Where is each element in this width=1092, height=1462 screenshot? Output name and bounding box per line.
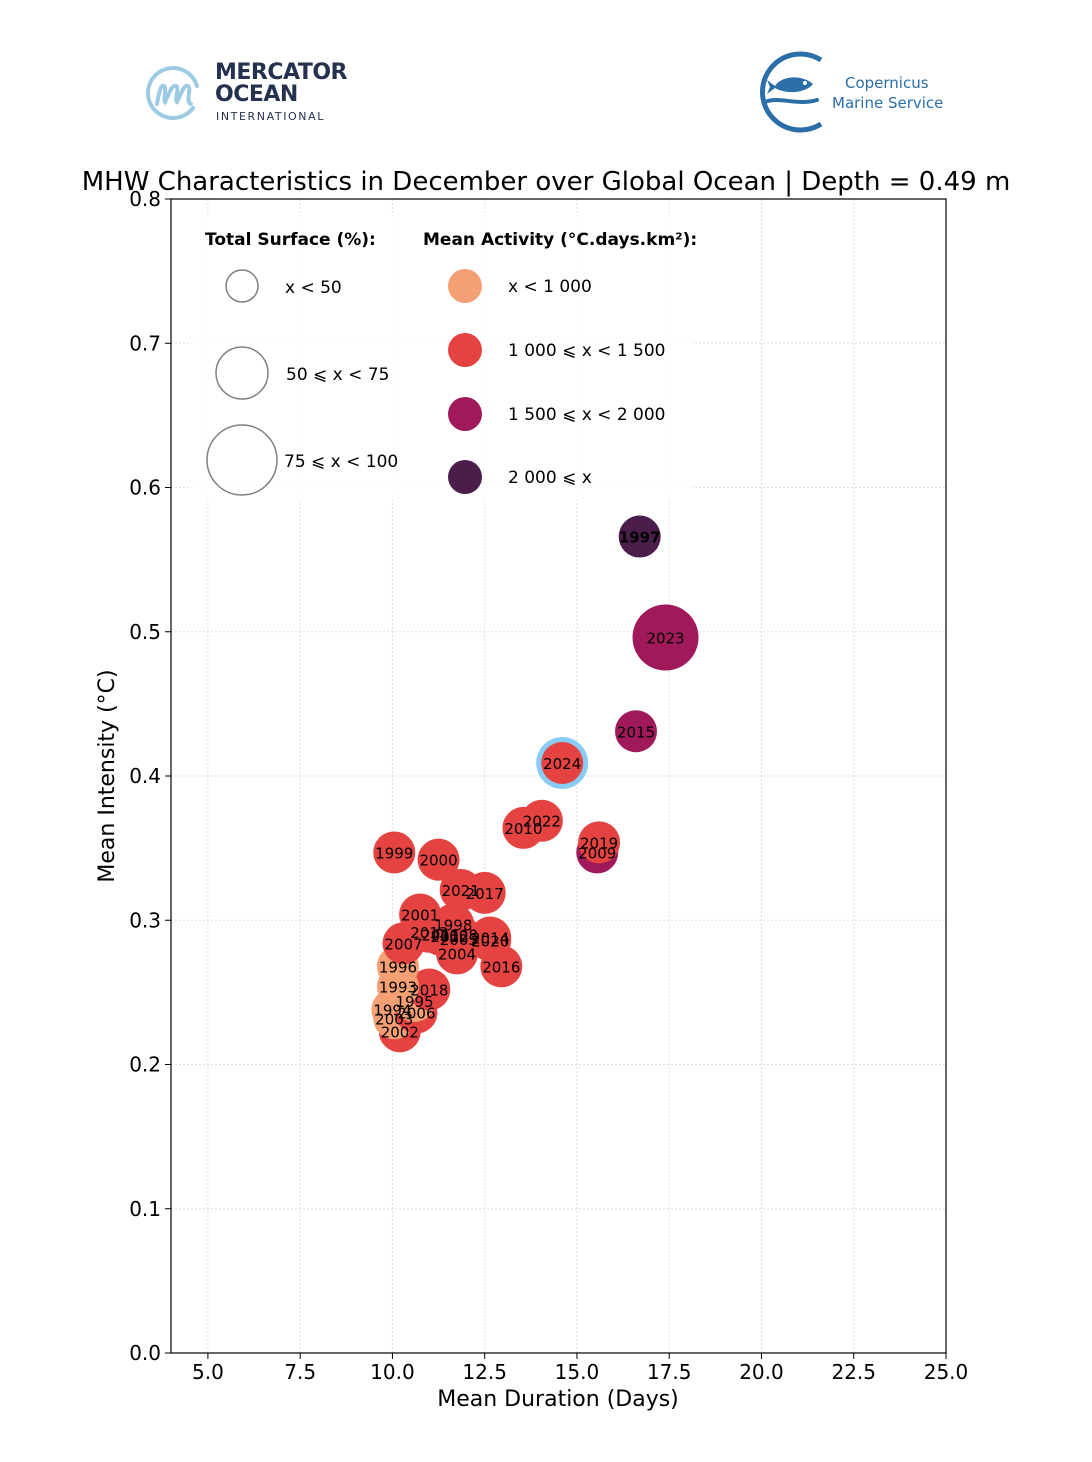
bubble-label-2018: 2018 [410,981,448,999]
bubble-2001 [399,893,442,936]
bubble-2000 [417,838,460,881]
y-axis-label: Mean Intensity (°C) [95,669,120,882]
y-tick-label: 0.6 [129,476,161,500]
legend-color-marker [448,460,482,494]
y-tick-label: 0.7 [129,331,161,355]
y-tick-label: 0.5 [129,620,161,644]
x-tick-label: 12.5 [462,1360,507,1384]
copernicus-line2: Marine Service [832,94,944,112]
legend-color-title: Mean Activity (°C.days.km²): [423,230,697,250]
legend-size-title: Total Surface (%): [205,230,376,250]
legend-size-marker [206,424,278,496]
copernicus-text: Copernicus Marine Service [832,73,943,113]
bubble-1998 [432,903,475,946]
y-tick-label: 0.2 [129,1053,161,1077]
bubble-label-2019: 2019 [580,834,618,852]
legend-color-marker [448,397,482,431]
bubble-label-2004: 2004 [438,945,476,963]
bubble-1999 [373,831,416,874]
bubble-label-2014: 2014 [471,930,509,948]
bubble-label-2020: 2020 [471,932,509,950]
bubble-label-1998: 1998 [434,917,472,935]
copernicus-marine-logo: Copernicus Marine Service [745,50,955,134]
bubble-2021 [439,868,482,911]
y-tick-label: 0.1 [129,1197,161,1221]
bubble-2022 [520,799,563,842]
x-tick-label: 5.0 [192,1360,224,1384]
bubble-label-2005: 2005 [440,931,478,949]
bubble-label-2000: 2000 [419,852,457,870]
bubble-label-2015: 2015 [617,723,655,741]
legend-color-marker [448,333,482,367]
bubble-2018 [408,968,451,1011]
mercator-name-line1: MERCATOR [215,60,347,85]
bubble-label-2017: 2017 [466,885,504,903]
bubble-label-2001: 2001 [401,906,439,924]
bubble-label-2023: 2023 [646,630,684,648]
bubble-2015 [615,710,657,753]
legend-color-marker [448,269,482,303]
mercator-ocean-logo: MERCATOR OCEAN INTERNATIONAL [145,60,355,126]
bubble-label-1994: 1994 [373,1002,411,1020]
y-tick-label: 0.4 [129,764,161,788]
x-tick-label: 25.0 [924,1360,969,1384]
bubble-label-1995: 1995 [395,993,433,1011]
bubble-label-2024: 2024 [543,755,581,773]
copernicus-line1: Copernicus [845,74,929,92]
legend-color-label: 2 000 ⩽ x [508,468,592,488]
x-tick-label: 20.0 [739,1360,784,1384]
legend-size-label: 50 ⩽ x < 75 [286,365,389,385]
mercator-name-line2: OCEAN [215,82,298,107]
bubble-label-2021: 2021 [442,882,480,900]
bubble-1997 [618,515,661,558]
bubble-label-1997: 1997 [619,529,661,547]
fish-wave-icon [760,51,823,133]
bubble-2023 [632,604,699,671]
legend-color-label: 1 500 ⩽ x < 2 000 [508,405,666,425]
bubble-label-2007: 2007 [384,935,422,953]
legend-color-label: x < 1 000 [508,277,592,297]
x-tick-label: 15.0 [555,1360,600,1384]
bubble-label-2010: 2010 [504,820,542,838]
bubble-label-2008: 2008 [440,927,478,945]
y-tick-label: 0.3 [129,908,161,932]
legend-size-label: 75 ⩽ x < 100 [284,452,398,472]
y-tick-label: 0.8 [129,187,161,211]
bubble-label-2013: 2013 [410,924,448,942]
bubble-label-1999: 1999 [375,844,413,862]
legend-color-label: 1 000 ⩽ x < 1 500 [508,341,666,361]
legend-size-label: x < 50 [285,278,342,298]
bubble-label-2003: 2003 [375,1010,413,1028]
chart-title: MHW Characteristics in December over Glo… [82,167,1011,197]
bubble-label-2012: 2012 [431,928,469,946]
x-axis-label: Mean Duration (Days) [437,1387,679,1412]
bubble-label-2016: 2016 [482,958,520,976]
legend-size-marker [215,346,269,400]
bubble-2014 [469,916,512,959]
x-tick-label: 17.5 [647,1360,692,1384]
bubble-label-2002: 2002 [381,1023,419,1041]
bubble-2024 [541,742,584,785]
mercator-name: MERCATOR OCEAN [215,62,347,106]
x-tick-label: 10.0 [370,1360,415,1384]
x-tick-label: 22.5 [831,1360,876,1384]
axis-ticks: 5.0 7.5 10.0 12.5 15.0 17.5 20.0 22.5 25.0 0.0 0.1… [129,187,968,1384]
mercator-m-circle-icon [146,66,199,120]
bubble-label-1993: 1993 [379,979,417,997]
legend-size-marker [225,269,259,303]
bubble-2019 [578,821,621,864]
bubble-label-2022: 2022 [523,813,561,831]
bubble-label-2009: 2009 [578,844,616,862]
bubble-label-1996: 1996 [379,958,417,976]
bubble-label-2011: 2011 [421,927,459,945]
x-tick-label: 7.5 [284,1360,316,1384]
legend-background [190,215,695,500]
mercator-subtitle: INTERNATIONAL [216,110,325,123]
legend: Total Surface (%): Mean Activity (°C.days… [190,215,697,500]
y-tick-label: 0.0 [129,1341,161,1365]
bubble-label-2006: 2006 [397,1005,435,1023]
